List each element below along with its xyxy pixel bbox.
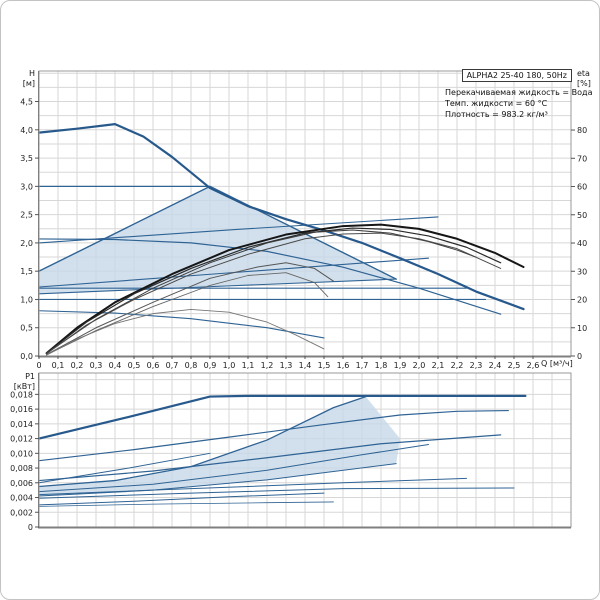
- left-tick-label: 0,010: [10, 449, 33, 458]
- power-speed-III: [37, 394, 527, 440]
- x-tick-label: 0,4: [109, 361, 122, 370]
- speed-II-curve: [38, 238, 502, 315]
- x-tick-label: 1,3: [280, 361, 293, 370]
- x-tick-label: 0,6: [147, 361, 160, 370]
- speed-I-curve: [38, 310, 325, 339]
- prop-pressure-2: [38, 257, 430, 288]
- right-tick-label: 60: [577, 183, 587, 192]
- power-const-pressure-1.0: [38, 487, 515, 499]
- x-tick-label: 1,1: [242, 361, 255, 370]
- pump-title-box: ALPHA2 25-40 180, 50Hz: [461, 69, 572, 82]
- left-tick-label: 0,018: [10, 390, 33, 399]
- power-prop-pressure-1: [38, 463, 397, 497]
- power-speed-II: [38, 434, 502, 482]
- right-tick-label: 50: [577, 211, 587, 220]
- left-tick-label: 0,004: [10, 494, 33, 503]
- x-tick-label: 1,0: [223, 361, 236, 370]
- power-prop-pressure-2: [38, 443, 429, 493]
- autoadapt-power-area: [39, 396, 400, 497]
- x-tick-label: 1,8: [375, 361, 388, 370]
- right-tick-label: 30: [577, 267, 587, 276]
- q-axis-label: Q [м³/ч]: [541, 359, 573, 368]
- left-tick-label: 3,0: [20, 182, 33, 191]
- eta-curve-2: [45, 227, 502, 354]
- right-tick-label: 80: [577, 126, 587, 135]
- eta-curve-speed-II-a: [46, 262, 334, 356]
- x-tick-label: 1,9: [394, 361, 407, 370]
- left-tick-label: 2,0: [20, 239, 33, 248]
- h-axis-label: H [м]: [22, 69, 35, 88]
- right-tick-label: 40: [577, 239, 587, 248]
- legend-temperature: Темп. жидкости = 60 °C: [445, 99, 548, 108]
- speed-III-max-curve: [37, 123, 525, 311]
- x-tick-label: 2,5: [508, 361, 521, 370]
- x-tick-label: 0,1: [52, 361, 65, 370]
- left-tick-label: 1,0: [20, 295, 33, 304]
- x-tick-label: 2,1: [432, 361, 445, 370]
- right-tick-label: 20: [577, 296, 587, 305]
- x-tick-label: 2,0: [413, 361, 426, 370]
- right-tick-label: 10: [577, 324, 587, 333]
- rising-setpoint-2.0: [38, 216, 439, 244]
- eta-curve-4: [46, 232, 502, 355]
- left-tick-label: 0: [28, 523, 33, 532]
- x-tick-label: 2,3: [470, 361, 483, 370]
- left-tick-label: 0,014: [10, 420, 33, 429]
- power-const-pressure-1.2: [38, 477, 467, 496]
- eta-curve-speed-I: [46, 308, 325, 356]
- x-tick-label: 2,2: [451, 361, 464, 370]
- right-tick-label: 0: [577, 352, 582, 361]
- left-tick-label: 1,5: [20, 267, 33, 276]
- power-const-pressure-3.0: [38, 452, 211, 484]
- x-tick-label: 0,2: [71, 361, 84, 370]
- left-tick-label: 4,5: [20, 98, 33, 107]
- x-tick-label: 0,3: [90, 361, 103, 370]
- x-tick-label: 0,7: [166, 361, 179, 370]
- x-tick-label: 0,5: [128, 361, 141, 370]
- x-tick-label: 1,7: [356, 361, 369, 370]
- left-tick-label: 4,0: [20, 126, 33, 135]
- p1-axis-label: P1 [кВт]: [13, 372, 35, 391]
- legend-fluid: Перекачиваемая жидкость = Вода: [445, 88, 593, 97]
- x-tick-label: 2,6: [527, 361, 540, 370]
- x-tick-label: 1,2: [261, 361, 274, 370]
- legend-density: Плотность = 983.2 кг/м³: [445, 110, 548, 119]
- x-tick-label: 0,9: [204, 361, 217, 370]
- power-low: [38, 501, 334, 507]
- left-tick-label: 2,5: [20, 211, 33, 220]
- fluid-legend: Перекачиваемая жидкость = Вода Темп. жид…: [445, 87, 592, 120]
- x-tick-label: 1,5: [318, 361, 331, 370]
- left-tick-label: 0,0: [20, 352, 33, 361]
- eta-curve-max: [45, 223, 525, 355]
- left-tick-label: 0,008: [10, 464, 33, 473]
- x-tick-label: 1,6: [337, 361, 350, 370]
- power-setpoint-2.0: [38, 409, 509, 462]
- x-tick-label: 0: [36, 361, 41, 370]
- eta-curve-3: [46, 229, 477, 354]
- x-tick-label: 1,4: [299, 361, 312, 370]
- eta-curve-speed-II-b: [46, 272, 329, 356]
- left-tick-label: 0,006: [10, 479, 33, 488]
- prop-pressure-1: [38, 278, 397, 295]
- left-tick-label: 3,5: [20, 154, 33, 163]
- left-tick-label: 0,5: [20, 324, 33, 333]
- left-tick-label: 0,002: [10, 508, 33, 517]
- eta-axis-label: eta [%]: [577, 69, 591, 88]
- left-tick-label: 0,016: [10, 405, 33, 414]
- left-tick-label: 0,012: [10, 435, 33, 444]
- power-speed-I: [38, 492, 325, 506]
- x-tick-label: 0,8: [185, 361, 198, 370]
- x-tick-label: 2,4: [489, 361, 502, 370]
- power-prop-pressure-max: [38, 395, 367, 488]
- right-tick-label: 70: [577, 154, 587, 163]
